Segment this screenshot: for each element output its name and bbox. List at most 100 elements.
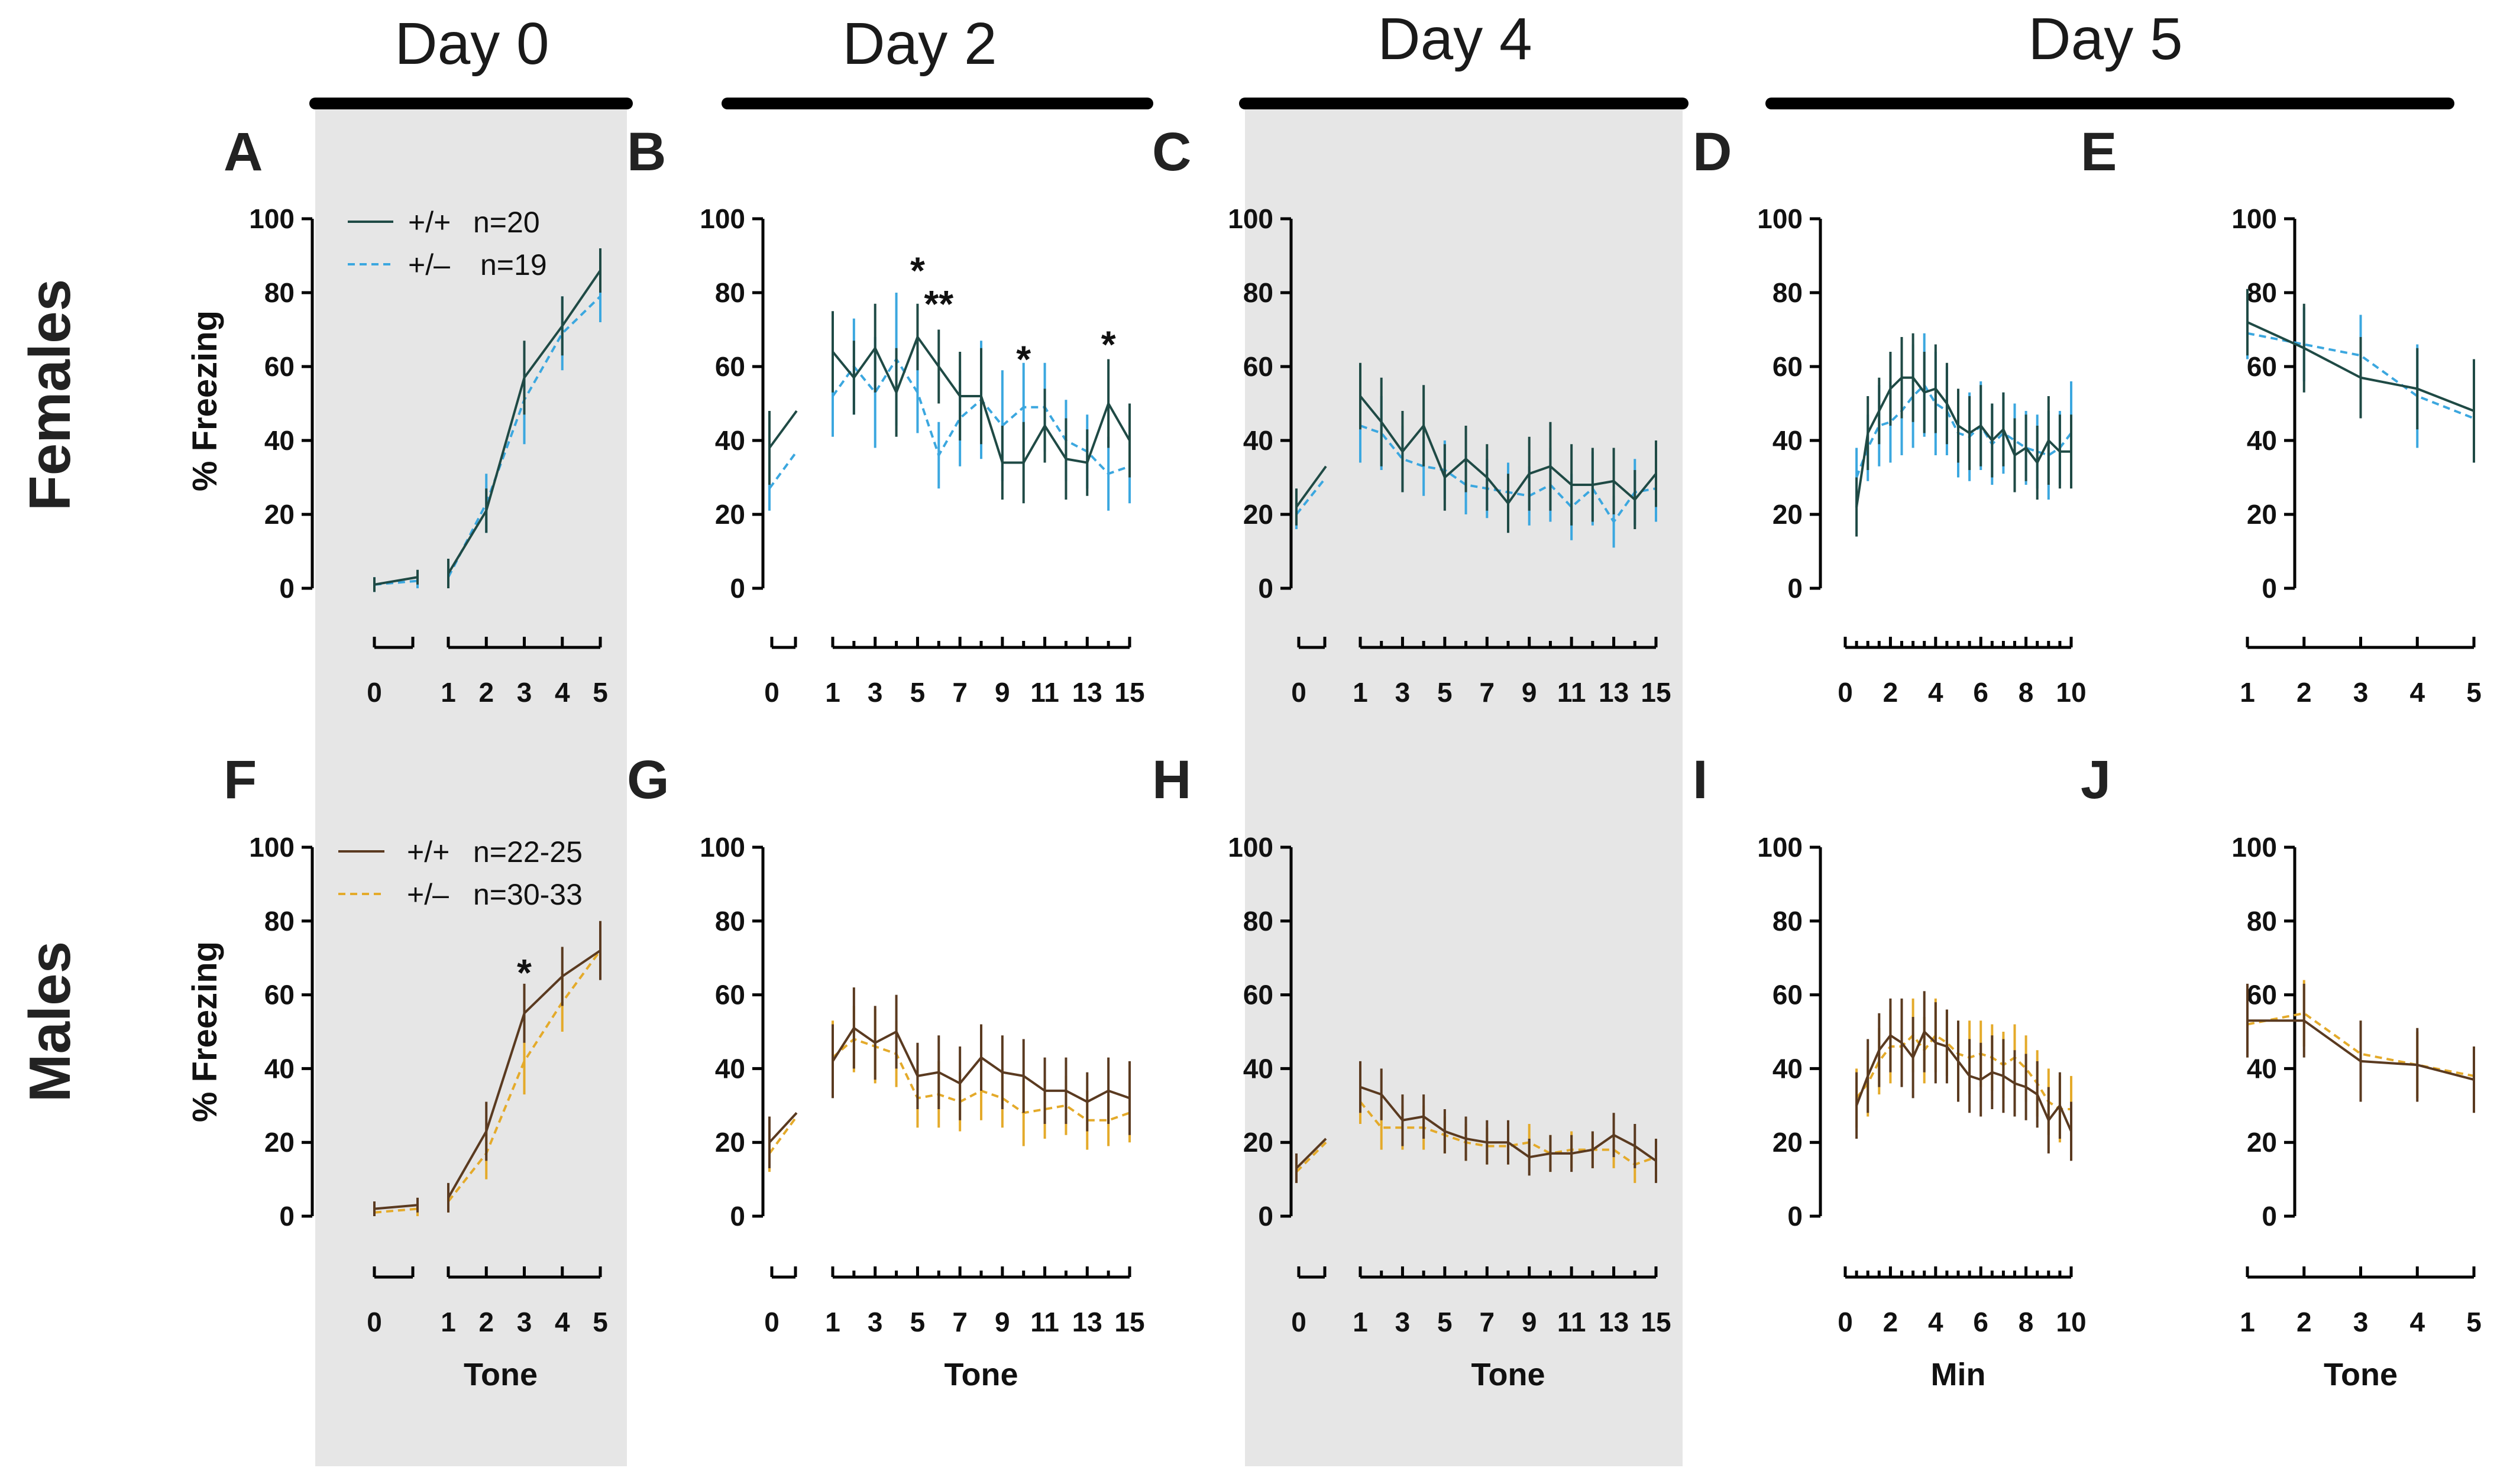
panel-E: E 0 20 40 60 80 100 1 2 3 4 5	[2081, 122, 2482, 708]
series-wt-point	[1380, 420, 1383, 423]
series-wt-point	[1634, 498, 1636, 501]
series-wt-point	[1957, 1059, 1959, 1062]
y-tick-label: 40	[1772, 425, 1803, 456]
x-tick-label: 7	[1479, 1307, 1495, 1337]
legend-male-wt-label: +/+	[407, 835, 449, 869]
series-wt-point	[1464, 458, 1467, 461]
x-axis-label: Min	[1931, 1357, 1986, 1392]
y-tick-label: 80	[1243, 906, 1273, 937]
y-tick-label: 60	[264, 980, 295, 1010]
x-tick-label: 7	[952, 1307, 968, 1337]
series-wt-point	[2359, 376, 2362, 379]
y-tick-label: 80	[264, 277, 295, 308]
y-tick-label: 0	[730, 573, 745, 604]
series-wt-point	[1422, 1115, 1425, 1118]
series-wt-point	[485, 509, 488, 512]
series-wt-point	[561, 325, 564, 328]
series-wt-point	[2246, 321, 2249, 323]
x-axis-label: Tone	[2324, 1357, 2398, 1392]
panel-letter-E: E	[2081, 122, 2117, 182]
x-tick-label: 2	[478, 677, 494, 708]
x-tick-label: 0	[1838, 1307, 1853, 1337]
x-tick-label: 2	[478, 1307, 494, 1337]
x-tick-label: 1	[1353, 1307, 1368, 1337]
x-tick-label: 0	[1291, 1307, 1306, 1337]
x-tick-label: 3	[517, 1307, 532, 1337]
y-tick-label: 0	[1258, 1201, 1273, 1232]
series-wt-point	[1957, 425, 1959, 427]
day4-title: Day 4	[1377, 6, 1532, 72]
y-tick-label: 60	[264, 351, 295, 382]
series-wt-point	[1934, 1041, 1937, 1044]
series-wt-point	[1900, 376, 1903, 379]
series-het-point	[599, 295, 601, 298]
y-tick-label: 60	[1243, 351, 1273, 382]
series-wt-point	[1889, 387, 1892, 390]
x-tick-label: 3	[1395, 1307, 1411, 1337]
day5-title: Day 5	[2028, 6, 2182, 72]
series-wt-point	[1878, 1049, 1881, 1052]
y-tick-label: 0	[1787, 573, 1803, 604]
series-wt-point	[1128, 439, 1131, 442]
series-wt-point	[1128, 1097, 1131, 1100]
series-het-line	[447, 950, 601, 1203]
x-tick-label: 0	[1838, 677, 1853, 708]
series-wt-point	[1107, 402, 1110, 405]
series-wt-point	[832, 1059, 834, 1062]
y-tick-label: 100	[1757, 832, 1803, 863]
series-wt-point	[1443, 1130, 1446, 1133]
series-wt-point	[485, 1130, 488, 1133]
series-wt-point	[2047, 439, 2050, 442]
series-wt-point	[1878, 410, 1881, 412]
series-wt-point	[1464, 1137, 1467, 1140]
y-tick-label: 0	[730, 1201, 745, 1232]
row-label-females: Females	[17, 279, 82, 511]
x-axis-label: Tone	[1471, 1357, 1545, 1392]
x-tick-label: 4	[2409, 1307, 2425, 1337]
legend-female-wt-n: n=20	[473, 206, 540, 239]
y-tick-label: 40	[2247, 1053, 2277, 1084]
series-wt-point	[1043, 1089, 1046, 1092]
series-wt-point	[2473, 410, 2475, 412]
x-tick-label: 10	[2056, 677, 2086, 708]
series-wt-point	[1380, 1093, 1383, 1096]
series-wt-point	[1655, 472, 1657, 475]
x-tick-label: 13	[1599, 1307, 1629, 1337]
series-wt-point	[1401, 1119, 1404, 1122]
series-wt-point	[561, 975, 564, 978]
x-tick-label: 3	[868, 1307, 883, 1337]
y-tick-label: 60	[715, 980, 745, 1010]
x-tick-label: 9	[1522, 677, 1537, 708]
series-wt-point	[1855, 1104, 1858, 1107]
series-wt-point	[1486, 476, 1489, 479]
series-wt-point	[1570, 1152, 1573, 1155]
series-wt-point	[1889, 1034, 1892, 1037]
series-wt-point	[1991, 1071, 1994, 1074]
panel-letter-H: H	[1152, 750, 1191, 810]
y-tick-label: 0	[2262, 573, 2277, 604]
series-wt-point	[1086, 461, 1089, 464]
x-tick-label: 3	[868, 677, 883, 708]
series-wt-point	[2070, 450, 2072, 453]
y-tick-label: 0	[1787, 1201, 1803, 1232]
x-tick-label: 1	[2240, 1307, 2255, 1337]
legend-males: +/+ n=22-25 +/– n=30-33	[338, 835, 583, 911]
series-het-point	[937, 454, 940, 456]
baseline-het	[768, 451, 798, 490]
y-tick-label: 20	[1772, 499, 1803, 530]
x-tick-label: 7	[1479, 677, 1495, 708]
x-tick-label: 5	[2466, 1307, 2482, 1337]
y-tick-label: 20	[1243, 499, 1273, 530]
y-tick-label: 80	[1772, 906, 1803, 937]
series-het-line	[1359, 1101, 1657, 1166]
series-wt-point	[1867, 1074, 1869, 1077]
x-tick-label: 10	[2056, 1307, 2086, 1337]
x-tick-label: 1	[825, 677, 840, 708]
x-tick-label: 9	[995, 677, 1010, 708]
series-wt-point	[1900, 1041, 1903, 1044]
y-tick-label: 80	[715, 277, 745, 308]
panel-letter-G: G	[627, 750, 669, 810]
series-wt-point	[1001, 1071, 1004, 1074]
y-tick-label: 40	[715, 425, 745, 456]
